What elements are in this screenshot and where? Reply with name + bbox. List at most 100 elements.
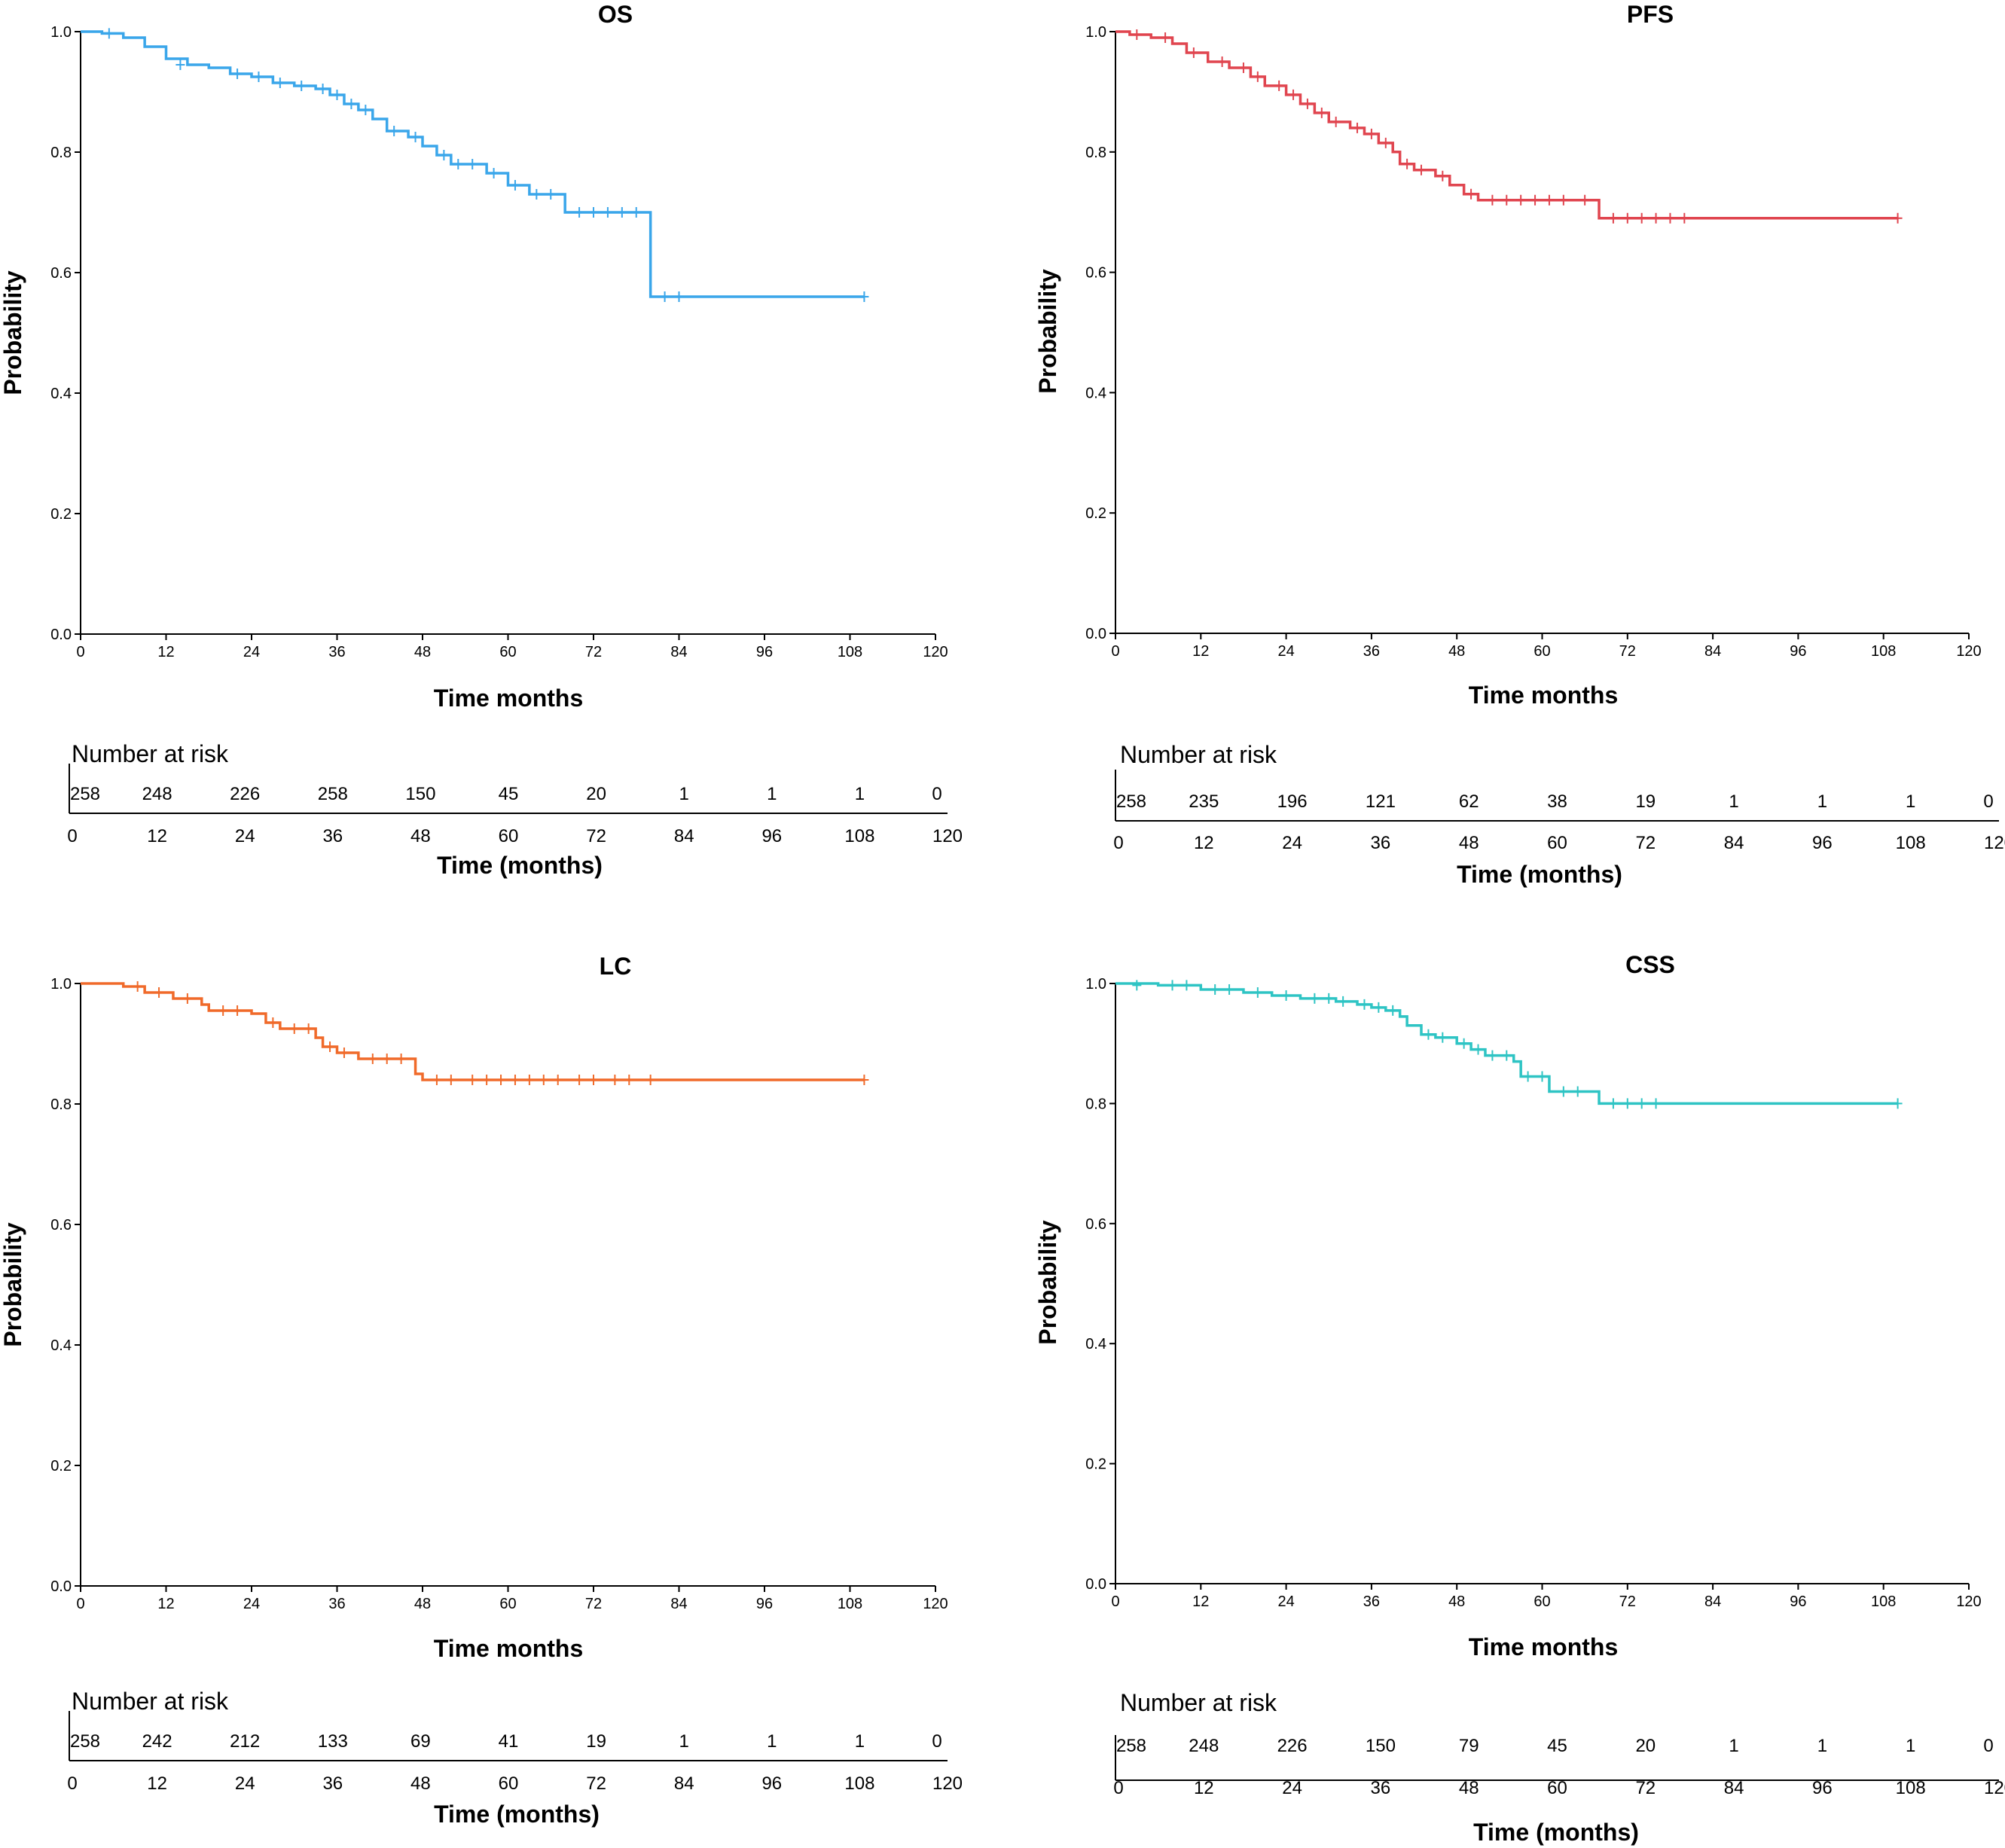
css-risk-count: 45 — [1547, 1736, 1567, 1756]
os-censor-mark — [332, 90, 342, 100]
lc-censor-mark — [432, 1075, 441, 1085]
os-risk-tick-label: 48 — [410, 826, 431, 846]
css-risk-tick-label: 0 — [1113, 1778, 1123, 1798]
os-censor-mark — [275, 78, 285, 88]
pfs-risk-tick-label: 72 — [1635, 833, 1656, 853]
css-x-tick-label: 96 — [1790, 1593, 1806, 1610]
pfs-risk-tick-label: 84 — [1724, 833, 1744, 853]
lc-risk-count: 1 — [679, 1731, 689, 1752]
os-x-tick-label: 84 — [670, 644, 687, 660]
pfs-censor-mark — [1366, 128, 1376, 139]
lc-x-tick-label: 84 — [670, 1596, 687, 1612]
pfs-survival-curve — [1115, 30, 1898, 220]
pfs-risk-count: 0 — [1983, 791, 1993, 812]
os-risk-count: 258 — [70, 784, 100, 804]
lc-risk-count: 0 — [932, 1731, 941, 1752]
pfs-x-tick-label: 0 — [1111, 643, 1119, 660]
css-censor-mark — [1253, 987, 1262, 998]
lc-censor-mark — [446, 1075, 456, 1085]
lc-x-tick-label: 48 — [414, 1596, 431, 1612]
pfs-censor-mark — [1438, 170, 1448, 181]
lc-censor-mark — [859, 1075, 869, 1085]
lc-y-tick-label: 0.0 — [50, 1578, 72, 1595]
pfs-y-tick-label: 0.2 — [1085, 505, 1106, 522]
pfs-censor-mark — [1893, 212, 1903, 224]
css-risk-tick-label: 108 — [1896, 1778, 1926, 1798]
css-x-tick-label: 12 — [1192, 1593, 1209, 1610]
css-risk-tick-label: 48 — [1459, 1778, 1479, 1798]
pfs-y-tick-label: 0.6 — [1085, 265, 1106, 282]
css-x-tick-label: 0 — [1111, 1593, 1119, 1610]
css-risk-tick-label: 96 — [1812, 1778, 1833, 1798]
os-risk-tick-label: 84 — [674, 826, 694, 846]
os-censor-mark — [532, 189, 542, 200]
pfs-x-tick-label: 108 — [1871, 643, 1896, 660]
css-x-tick-label: 72 — [1619, 1593, 1636, 1610]
css-x-tick-label: 60 — [1534, 1593, 1550, 1610]
css-censor-mark — [1637, 1098, 1646, 1109]
css-censor-mark — [1488, 1050, 1497, 1061]
os-risk-tick-label: 36 — [322, 826, 343, 846]
pfs-censor-mark — [1289, 89, 1299, 100]
css-censor-mark — [1651, 1098, 1661, 1109]
pfs-censor-mark — [1132, 29, 1142, 40]
os-risk-tick-label: 0 — [67, 826, 77, 846]
os-censor-mark — [254, 72, 264, 82]
os-censor-mark — [674, 291, 684, 302]
css-risk-count: 258 — [1116, 1736, 1146, 1756]
lc-censor-mark — [482, 1075, 492, 1085]
os-censor-mark — [546, 189, 556, 200]
pfs-risk-count: 1 — [1729, 791, 1738, 812]
pfs-censor-mark — [1331, 116, 1341, 127]
pfs-x-tick-label: 120 — [1956, 643, 1981, 660]
css-risk-count: 150 — [1366, 1736, 1396, 1756]
css-censor-mark — [1608, 1098, 1618, 1109]
lc-chart-title: LC — [600, 953, 632, 980]
os-risk-count: 150 — [405, 784, 435, 804]
os-risk-count: 1 — [855, 784, 865, 804]
lc-risk-tick-label: 96 — [761, 1773, 782, 1794]
pfs-censor-mark — [1680, 212, 1689, 224]
os-censor-mark — [439, 150, 449, 160]
lc-risk-count: 1 — [767, 1731, 777, 1752]
pfs-censor-mark — [1637, 212, 1646, 224]
lc-x-axis-label: Time months — [434, 1635, 584, 1662]
lc-censor-mark — [575, 1075, 584, 1085]
pfs-y-axis-label: Probability — [1034, 269, 1061, 394]
css-censor-mark — [1374, 1002, 1384, 1013]
lc-censor-mark — [368, 1054, 377, 1064]
pfs-risk-table-x-label: Time (months) — [1457, 861, 1622, 888]
lc-censor-mark — [510, 1075, 520, 1085]
os-censor-mark — [603, 207, 612, 218]
pfs-censor-mark — [1608, 212, 1618, 224]
pfs-censor-mark — [1402, 158, 1412, 169]
lc-risk-count: 242 — [142, 1731, 172, 1752]
pfs-risk-count: 19 — [1635, 791, 1656, 812]
css-censor-mark — [1424, 1029, 1433, 1040]
pfs-censor-mark — [1651, 212, 1661, 224]
css-y-tick-label: 0.6 — [1085, 1216, 1106, 1233]
css-censor-mark — [1338, 996, 1348, 1007]
pfs-risk-tick-label: 36 — [1371, 833, 1391, 853]
css-risk-tick-label: 24 — [1282, 1778, 1302, 1798]
pfs-censor-mark — [1217, 56, 1227, 67]
lc-censor-mark — [468, 1075, 478, 1085]
os-risk-tick-label: 72 — [586, 826, 606, 846]
os-x-tick-label: 96 — [756, 644, 773, 660]
lc-censor-mark — [339, 1048, 349, 1058]
css-risk-tick-label: 12 — [1194, 1778, 1214, 1798]
os-y-tick-label: 1.0 — [50, 24, 72, 41]
css-x-tick-label: 24 — [1277, 1593, 1294, 1610]
lc-risk-tick-label: 120 — [932, 1773, 963, 1794]
css-risk-table-x-label: Time (months) — [1473, 1819, 1639, 1846]
css-censor-mark — [1537, 1071, 1547, 1082]
css-risk-tick-label: 36 — [1371, 1778, 1391, 1798]
os-risk-tick-label: 60 — [499, 826, 519, 846]
css-survival-curve — [1115, 982, 1898, 1105]
pfs-censor-mark — [1530, 194, 1540, 206]
css-censor-mark — [1573, 1086, 1582, 1097]
pfs-censor-mark — [1502, 194, 1512, 206]
lc-y-tick-label: 0.4 — [50, 1337, 72, 1354]
lc-censor-mark — [233, 1005, 243, 1016]
